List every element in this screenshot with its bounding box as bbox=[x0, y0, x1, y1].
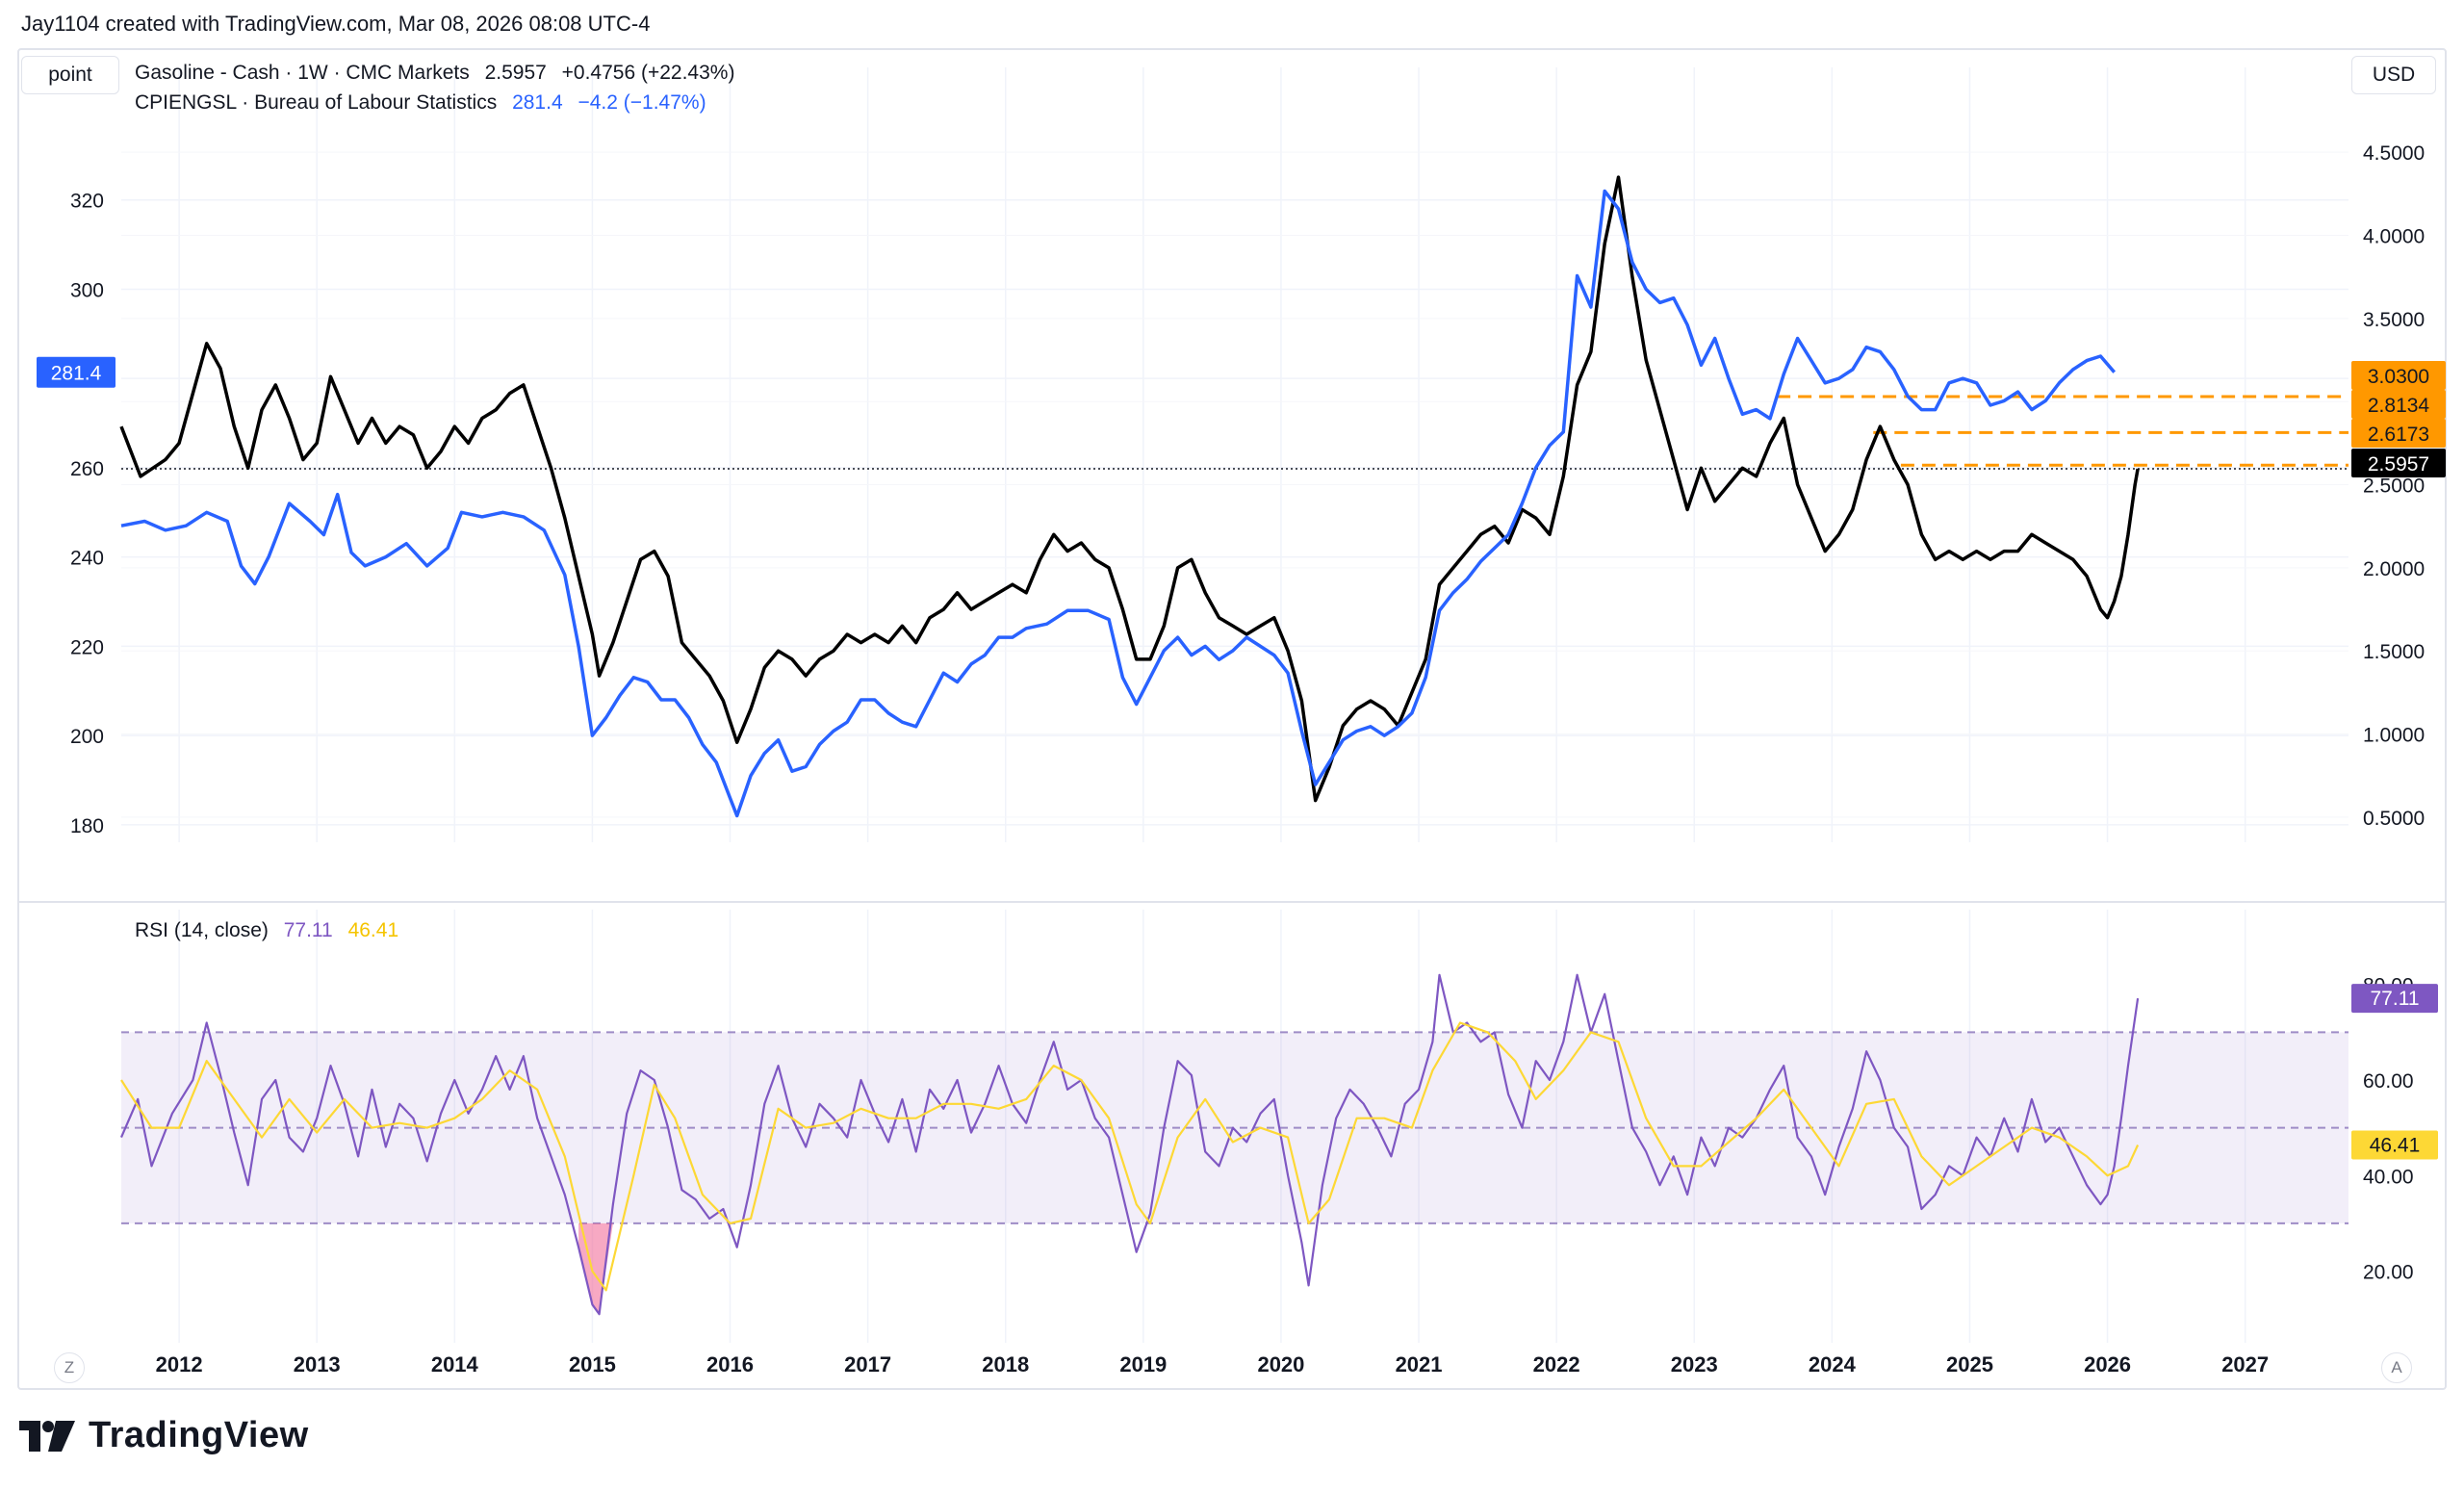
legend-series-cpi[interactable]: CPIENGSL · Bureau of Labour Statistics 2… bbox=[135, 91, 716, 115]
x-tick-label: 2013 bbox=[294, 1352, 341, 1376]
price-label-text: 2.5957 bbox=[2368, 453, 2429, 476]
legend-rsi[interactable]: RSI (14, close) 77.11 46.41 bbox=[135, 919, 408, 942]
x-tick-label: 2026 bbox=[2084, 1352, 2131, 1376]
legend-series-change: +0.4756 (+22.43%) bbox=[561, 62, 735, 84]
legend-series-name: CPIENGSL · Bureau of Labour Statistics bbox=[135, 91, 498, 114]
rsi-value-badge bbox=[2351, 1130, 2438, 1160]
legend-series-gasoline[interactable]: Gasoline - Cash · 1W · CMC Markets 2.595… bbox=[135, 62, 744, 85]
price-label-badge bbox=[2351, 361, 2446, 390]
right-tick-label: 2.0000 bbox=[2363, 558, 2425, 580]
x-tick-label: 2016 bbox=[706, 1352, 754, 1376]
legend-rsi-value: 77.11 bbox=[283, 919, 333, 941]
x-tick-label: 2027 bbox=[2221, 1352, 2269, 1376]
right-tick-label: 1.0000 bbox=[2363, 725, 2425, 747]
price-label-text: 2.8134 bbox=[2368, 395, 2430, 417]
x-tick-label: 2023 bbox=[1671, 1352, 1718, 1376]
x-tick-label: 2020 bbox=[1257, 1352, 1304, 1376]
chart-frame bbox=[17, 48, 2447, 1390]
left-tick-label: 220 bbox=[70, 636, 104, 658]
rsi-tick-label: 20.00 bbox=[2363, 1262, 2414, 1284]
legend-series-value: 2.5957 bbox=[484, 62, 547, 84]
series-line-gasoline bbox=[119, 175, 2140, 803]
x-tick-label: 2024 bbox=[1809, 1352, 1857, 1376]
right-tick-label: 1.5000 bbox=[2363, 641, 2425, 663]
rsi-tick-label: 60.00 bbox=[2363, 1070, 2414, 1093]
left-price-badge-label: 281.4 bbox=[51, 363, 102, 385]
legend-series-change: −4.2 (−1.47%) bbox=[578, 91, 706, 114]
series-line-cpi bbox=[120, 189, 2117, 818]
right-tick-label: 4.0000 bbox=[2363, 226, 2425, 248]
x-tick-label: 2012 bbox=[156, 1352, 203, 1376]
price-label-badge bbox=[2351, 449, 2446, 477]
left-tick-label: 320 bbox=[70, 191, 104, 213]
right-tick-label: 3.5000 bbox=[2363, 309, 2425, 331]
x-tick-label: 2019 bbox=[1119, 1352, 1167, 1376]
rsi-line bbox=[119, 973, 2140, 1316]
left-price-badge bbox=[37, 356, 116, 388]
left-tick-label: 200 bbox=[70, 726, 104, 748]
tradingview-logo-icon bbox=[19, 1420, 75, 1452]
brand-name: TradingView bbox=[89, 1415, 309, 1455]
price-label-text: 2.6173 bbox=[2368, 424, 2429, 446]
x-tick-label: 2014 bbox=[431, 1352, 479, 1376]
scale-mode-button[interactable]: point bbox=[21, 56, 119, 94]
right-tick-label: 2.5000 bbox=[2363, 476, 2425, 498]
x-tick-label: 2017 bbox=[844, 1352, 891, 1376]
legend-rsi-name: RSI (14, close) bbox=[135, 919, 269, 941]
x-tick-label: 2025 bbox=[1946, 1352, 1993, 1376]
legend-series-name: Gasoline - Cash · 1W · CMC Markets bbox=[135, 62, 470, 84]
auto-scale-button[interactable]: A bbox=[2381, 1352, 2412, 1383]
x-tick-label: 2021 bbox=[1396, 1352, 1443, 1376]
rsi-ma-line bbox=[120, 1021, 2140, 1292]
rsi-tick-label: 40.00 bbox=[2363, 1166, 2414, 1188]
rsi-value-badge bbox=[2351, 984, 2438, 1014]
x-tick-label: 2018 bbox=[982, 1352, 1029, 1376]
left-tick-label: 240 bbox=[70, 548, 104, 570]
left-tick-label: 180 bbox=[70, 815, 104, 837]
price-label-badge bbox=[2351, 419, 2446, 448]
left-tick-label: 300 bbox=[70, 279, 104, 301]
timezone-button[interactable]: Z bbox=[54, 1352, 85, 1383]
price-label-text: 3.0300 bbox=[2368, 366, 2429, 388]
rsi-value-badge-label: 77.11 bbox=[2371, 988, 2420, 1010]
left-tick-label: 260 bbox=[70, 458, 104, 480]
right-tick-label: 0.5000 bbox=[2363, 808, 2425, 830]
x-tick-label: 2015 bbox=[569, 1352, 616, 1376]
rsi-value-badge-label: 46.41 bbox=[2370, 1134, 2421, 1156]
brand: TradingView bbox=[19, 1415, 309, 1456]
legend-series-value: 281.4 bbox=[512, 91, 563, 114]
price-label-badge bbox=[2351, 390, 2446, 419]
chart-attribution: Jay1104 created with TradingView.com, Ma… bbox=[21, 12, 651, 36]
right-tick-label: 4.5000 bbox=[2363, 142, 2425, 165]
legend-rsi-ma-value: 46.41 bbox=[347, 919, 399, 941]
currency-button[interactable]: USD bbox=[2351, 56, 2436, 94]
x-tick-label: 2022 bbox=[1533, 1352, 1580, 1376]
